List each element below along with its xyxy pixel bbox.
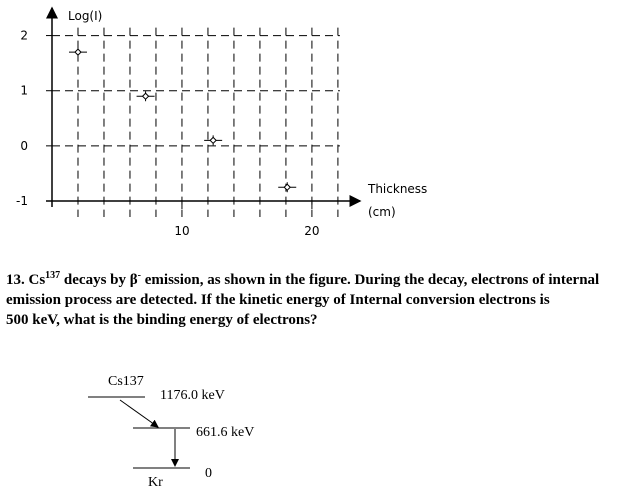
question-line: 13. Cs137 decays by β- emission, as show… bbox=[6, 270, 599, 288]
y-tick-label: 2 bbox=[20, 29, 28, 43]
chart: 210-110 20 bbox=[16, 6, 362, 238]
level-label: 1176.0 keV bbox=[160, 388, 225, 403]
question-line: emission process are detected. If the ki… bbox=[6, 292, 550, 308]
text: emission, as shown in the figure. During… bbox=[141, 272, 599, 288]
level-label: 661.6 keV bbox=[196, 425, 254, 440]
x-tick-label: 10 bbox=[174, 224, 189, 238]
point-marker bbox=[74, 48, 82, 56]
text: decays by β bbox=[60, 272, 138, 288]
data-point bbox=[278, 182, 297, 193]
y-tick-label: -1 bbox=[16, 194, 28, 208]
x-axis-label: Thickness bbox=[367, 182, 427, 196]
arrow bbox=[119, 399, 159, 428]
y-tick-label: 0 bbox=[20, 139, 28, 153]
x-axis-label: (cm) bbox=[368, 205, 396, 219]
question-line: 500 keV, what is the binding energy of e… bbox=[6, 312, 318, 328]
superscript: - bbox=[138, 270, 141, 281]
point-marker bbox=[283, 183, 291, 191]
text: 13. Cs bbox=[6, 272, 45, 288]
parent-label: Cs137 bbox=[108, 374, 144, 389]
point-marker bbox=[209, 136, 217, 145]
superscript: 137 bbox=[45, 270, 60, 281]
decay-diagram bbox=[88, 396, 190, 469]
data-point bbox=[68, 47, 87, 58]
data-point bbox=[204, 135, 223, 146]
y-axis-label: Log(I) bbox=[68, 9, 102, 23]
x-tick-label: 20 bbox=[304, 224, 319, 238]
daughter-label: Kr bbox=[148, 475, 163, 490]
data-point bbox=[136, 91, 155, 102]
point-marker bbox=[141, 92, 150, 100]
y-tick-label: 1 bbox=[20, 84, 28, 98]
level-label: 0 bbox=[205, 466, 212, 481]
